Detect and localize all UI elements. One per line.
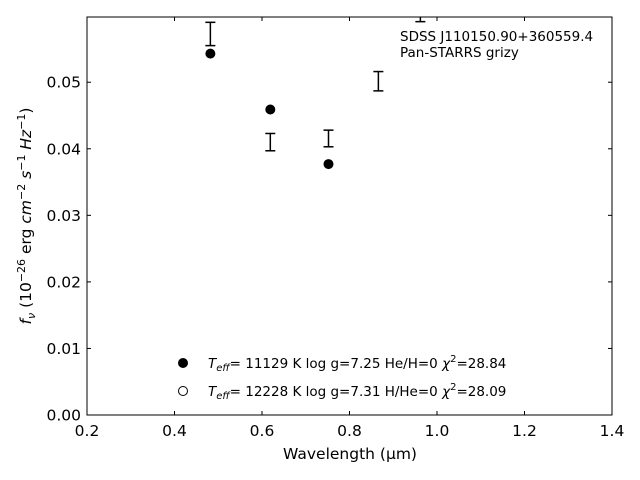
legend-label: Teff= 12228 K log g=7.31 H/He=0 χ2=28.09 (208, 382, 506, 402)
legend-label: Teff= 11129 K log g=7.25 He/H=0 χ2=28.84 (208, 354, 506, 374)
error-bar (205, 21, 216, 47)
x-tick-label: 0.4 (162, 422, 187, 440)
data-point-group (205, 48, 334, 170)
x-axis-label: Wavelength (μm) (283, 445, 417, 463)
y-tick-label: 0.00 (46, 407, 81, 425)
data-point (265, 104, 276, 115)
x-tick-label: 0.6 (250, 422, 275, 440)
legend: Teff= 11129 K log g=7.25 He/H=0 χ2=28.84… (178, 354, 506, 402)
chart-annotation: SDSS J110150.90+360559.4 Pan-STARRS grizy (400, 29, 593, 61)
x-tick-label: 1.4 (600, 422, 625, 440)
x-tick-label: 0.2 (75, 422, 100, 440)
x-tick-label: 1.0 (425, 422, 450, 440)
legend-marker (178, 386, 188, 396)
error-bar (323, 129, 334, 148)
legend-marker (178, 358, 188, 368)
data-point (323, 159, 334, 170)
y-tick-label: 0.02 (46, 273, 81, 291)
error-bar (265, 132, 276, 152)
x-tick-label: 0.8 (337, 422, 362, 440)
data-point (205, 48, 216, 59)
y-tick-label: 0.01 (46, 340, 81, 358)
error-bar (415, 17, 426, 23)
y-tick-label: 0.04 (46, 140, 81, 158)
y-axis-label: fν (10−26 erg cm−2 s−1 Hz−1) (15, 108, 38, 325)
y-tick-label: 0.05 (46, 74, 81, 92)
x-axis: 0.2 0.4 0.6 0.8 1.0 1.2 1.4 (75, 17, 625, 440)
y-axis: 0.00 0.01 0.02 0.03 0.04 0.05 (46, 74, 612, 425)
errorbar-group (205, 17, 426, 152)
y-tick-label: 0.03 (46, 207, 81, 225)
error-bar (373, 70, 384, 92)
x-tick-label: 1.2 (512, 422, 537, 440)
